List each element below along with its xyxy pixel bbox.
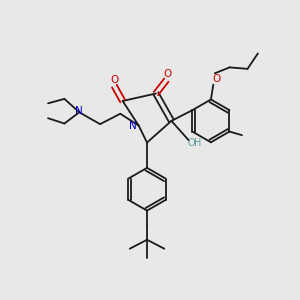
Text: O: O [110, 75, 118, 85]
Text: O: O [164, 69, 172, 79]
Text: H: H [194, 138, 202, 148]
Text: N: N [130, 121, 137, 130]
Text: O: O [213, 74, 221, 84]
Text: N: N [75, 106, 83, 116]
Text: O: O [187, 138, 195, 148]
